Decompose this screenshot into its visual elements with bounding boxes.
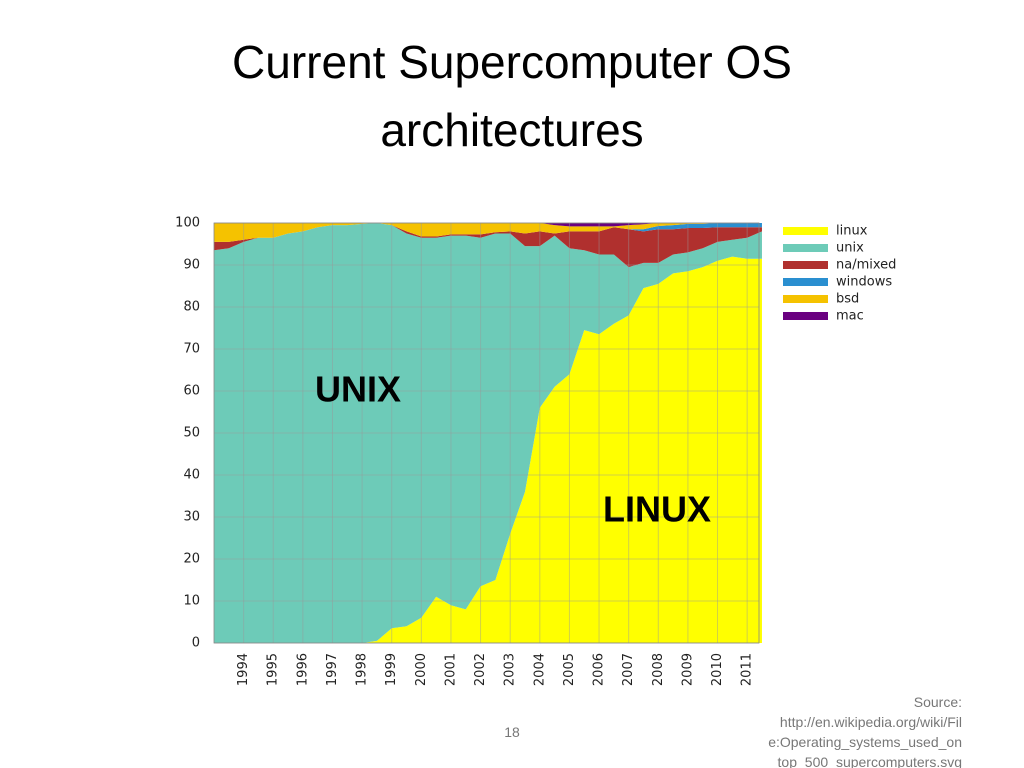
x-tick-label: 2004 (532, 653, 547, 686)
annotation: LINUX (603, 489, 711, 530)
legend-label: bsd (836, 292, 859, 307)
x-tick-label: 1999 (384, 653, 399, 686)
legend-label: windows (836, 275, 892, 290)
y-tick-label: 30 (183, 510, 200, 525)
source-line: http://en.wikipedia.org/wiki/Fil (779, 714, 962, 730)
annotation: UNIX (315, 369, 401, 410)
x-tick-label: 2010 (710, 653, 725, 686)
area (214, 256, 762, 643)
y-tick-label: 60 (183, 384, 200, 399)
y-tick-label: 20 (183, 552, 200, 567)
legend-label: linux (836, 224, 868, 239)
legend-label: na/mixed (836, 258, 896, 273)
x-tick-label: 2005 (562, 653, 577, 686)
area (214, 223, 762, 227)
y-tick-label: 10 (183, 594, 200, 609)
y-tick-label: 70 (183, 342, 200, 357)
y-tick-label: 40 (183, 468, 200, 483)
x-tick-label: 2000 (414, 653, 429, 686)
x-tick-label: 2008 (651, 653, 666, 686)
y-tick-label: 0 (192, 636, 200, 651)
legend-swatch (783, 312, 828, 320)
x-tick-label: 2003 (503, 653, 518, 686)
y-tick-label: 90 (183, 258, 200, 273)
x-tick-label: 1997 (325, 653, 340, 686)
legend-swatch (783, 227, 828, 235)
source-line: e:Operating_systems_used_on (768, 734, 962, 750)
x-tick-label: 1998 (355, 653, 370, 686)
area (214, 223, 762, 268)
chart: 0 10 20 30 40 50 60 70 80 90 100 1994 1995 1996 1997 19… (175, 216, 896, 687)
x-tick-label: 1996 (295, 653, 310, 686)
source-note: Source: http://en.wikipedia.org/wiki/Fil… (768, 692, 962, 768)
area (214, 223, 762, 242)
source-line: Source: (913, 694, 962, 710)
x-tick-label: 2011 (740, 653, 755, 686)
y-tick-label: 100 (175, 216, 200, 231)
legend-swatch (783, 244, 828, 252)
legend-swatch (783, 261, 828, 269)
x-tick-label: 2009 (680, 653, 695, 686)
page-number: 18 (504, 724, 520, 740)
x-tick-label: 1995 (266, 653, 281, 686)
source-line: top_500_supercomputers.svg (777, 754, 962, 768)
legend-swatch (783, 295, 828, 303)
y-tick-label: 80 (183, 300, 200, 315)
legend-label: unix (836, 241, 864, 256)
legend-label: mac (836, 309, 864, 324)
x-tick-label: 2002 (473, 653, 488, 686)
legend-swatch (783, 278, 828, 286)
plot-frame (213, 222, 760, 644)
y-tick-label: 50 (183, 426, 200, 441)
slide-title: Current Supercomputer OS architectures (232, 36, 792, 156)
x-tick-label: 1994 (236, 653, 251, 686)
x-tick-label: 2006 (592, 653, 607, 686)
x-tick-label: 2007 (621, 653, 636, 686)
area (214, 223, 762, 643)
area (214, 223, 762, 242)
x-tick-label: 2001 (443, 653, 458, 686)
